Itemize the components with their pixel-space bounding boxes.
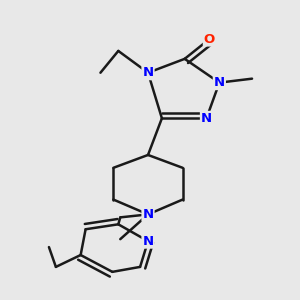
Text: O: O xyxy=(204,32,215,46)
Text: N: N xyxy=(201,112,212,125)
Text: N: N xyxy=(142,235,154,248)
Text: N: N xyxy=(214,76,225,89)
Text: N: N xyxy=(142,66,154,79)
Text: N: N xyxy=(142,208,154,221)
